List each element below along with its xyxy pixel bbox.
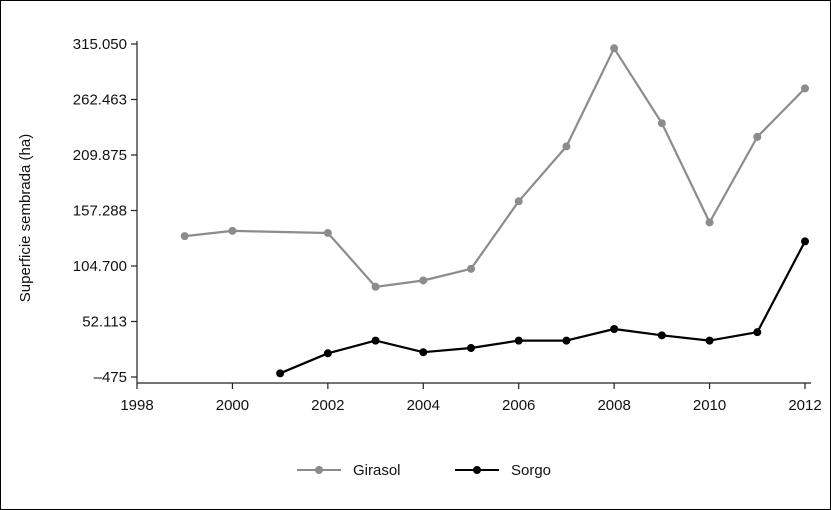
girasol-data-point <box>705 218 714 227</box>
sorgo-data-point <box>705 336 714 345</box>
y-tick-label: 52.113 <box>82 313 127 330</box>
y-axis-title: Superficie sembrada (ha) <box>17 134 34 302</box>
sorgo-data-point <box>753 328 762 337</box>
girasol-data-point <box>419 276 428 285</box>
x-tick-label: 2004 <box>407 397 440 414</box>
x-tick-label: 2008 <box>597 397 630 414</box>
girasol-data-point <box>753 132 762 141</box>
girasol-data-point <box>801 84 809 93</box>
y-tick-label: 209.875 <box>73 147 127 164</box>
sorgo-data-point <box>323 349 332 358</box>
sorgo-data-point <box>801 237 809 246</box>
x-tick-label: 2006 <box>502 397 535 414</box>
sorgo-data-point <box>657 331 666 340</box>
y-tick-label: –475 <box>94 369 127 386</box>
sorgo-data-point <box>467 344 475 353</box>
y-tick-label: 262.463 <box>73 91 127 108</box>
x-tick-label: 2012 <box>788 397 821 414</box>
x-tick-label: 2002 <box>311 397 344 414</box>
sorgo-series-line <box>279 240 806 375</box>
girasol-data-point <box>228 226 237 235</box>
sorgo-data-point <box>514 336 523 345</box>
y-tick-label: 104.700 <box>73 258 127 275</box>
girasol-legend-marker <box>315 466 323 474</box>
sorgo-legend-marker <box>473 466 481 474</box>
x-tick-label: 2000 <box>216 397 249 414</box>
girasol-series-line <box>184 47 806 288</box>
y-axis-ticks: –475 52.113 104.700 157.288 209.875 262.463 31… <box>73 36 137 386</box>
girasol-data-point <box>323 228 332 237</box>
girasol-data-point <box>371 282 380 291</box>
sorgo-legend-label: Sorgo <box>511 462 551 479</box>
sorgo-data-point <box>276 369 285 378</box>
girasol-data-point <box>610 44 619 53</box>
y-tick-label: 315.050 <box>73 36 127 53</box>
girasol-data-point <box>180 232 189 241</box>
x-axis-ticks: 1998 2000 2002 2004 2006 2008 2010 2012 <box>120 383 822 414</box>
legend: Girasol Sorgo <box>297 462 551 479</box>
series-layer <box>180 44 809 378</box>
girasol-data-point <box>467 264 475 273</box>
sorgo-data-point <box>562 336 571 345</box>
girasol-data-point <box>514 197 523 206</box>
girasol-data-point <box>562 142 571 151</box>
sorgo-data-point <box>419 348 428 357</box>
y-tick-label: 157.288 <box>73 202 127 219</box>
sorgo-data-point <box>610 325 619 334</box>
girasol-data-point <box>657 119 666 128</box>
x-tick-label: 1998 <box>120 397 153 414</box>
girasol-legend-label: Girasol <box>353 462 401 479</box>
x-tick-label: 2010 <box>693 397 726 414</box>
sorgo-data-point <box>371 336 380 345</box>
